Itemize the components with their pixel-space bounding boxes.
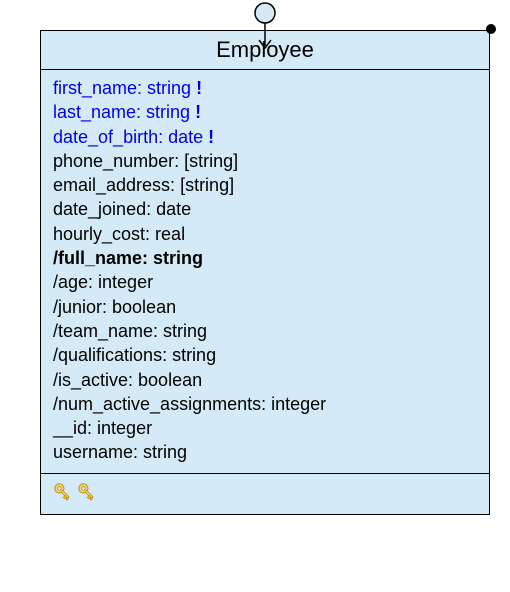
operations-compartment bbox=[41, 474, 489, 514]
attribute-row: /is_active: boolean bbox=[53, 368, 477, 392]
actor-stick-icon bbox=[250, 2, 280, 59]
attribute-row: last_name: string ! bbox=[53, 100, 477, 124]
attribute-row: /junior: boolean bbox=[53, 295, 477, 319]
attribute-row: email_address: [string] bbox=[53, 173, 477, 197]
attribute-row: date_joined: date bbox=[53, 197, 477, 221]
attributes-compartment: first_name: string !last_name: string !d… bbox=[41, 70, 489, 474]
attribute-row: /num_active_assignments: integer bbox=[53, 392, 477, 416]
pin-dot-icon bbox=[486, 24, 496, 34]
attribute-row: /full_name: string bbox=[53, 246, 477, 270]
attribute-row: phone_number: [string] bbox=[53, 149, 477, 173]
attribute-row: __id: integer bbox=[53, 416, 477, 440]
attribute-row: first_name: string ! bbox=[53, 76, 477, 100]
attribute-row: /age: integer bbox=[53, 270, 477, 294]
key-icon bbox=[75, 480, 97, 507]
attribute-row: date_of_birth: date ! bbox=[53, 125, 477, 149]
attribute-row: /qualifications: string bbox=[53, 343, 477, 367]
class-box: Employee first_name: string !last_name: … bbox=[40, 30, 490, 515]
attribute-row: username: string bbox=[53, 440, 477, 464]
attribute-row: hourly_cost: real bbox=[53, 222, 477, 246]
key-icon bbox=[51, 480, 73, 507]
attribute-row: /team_name: string bbox=[53, 319, 477, 343]
uml-class-diagram: Employee first_name: string !last_name: … bbox=[40, 30, 490, 515]
